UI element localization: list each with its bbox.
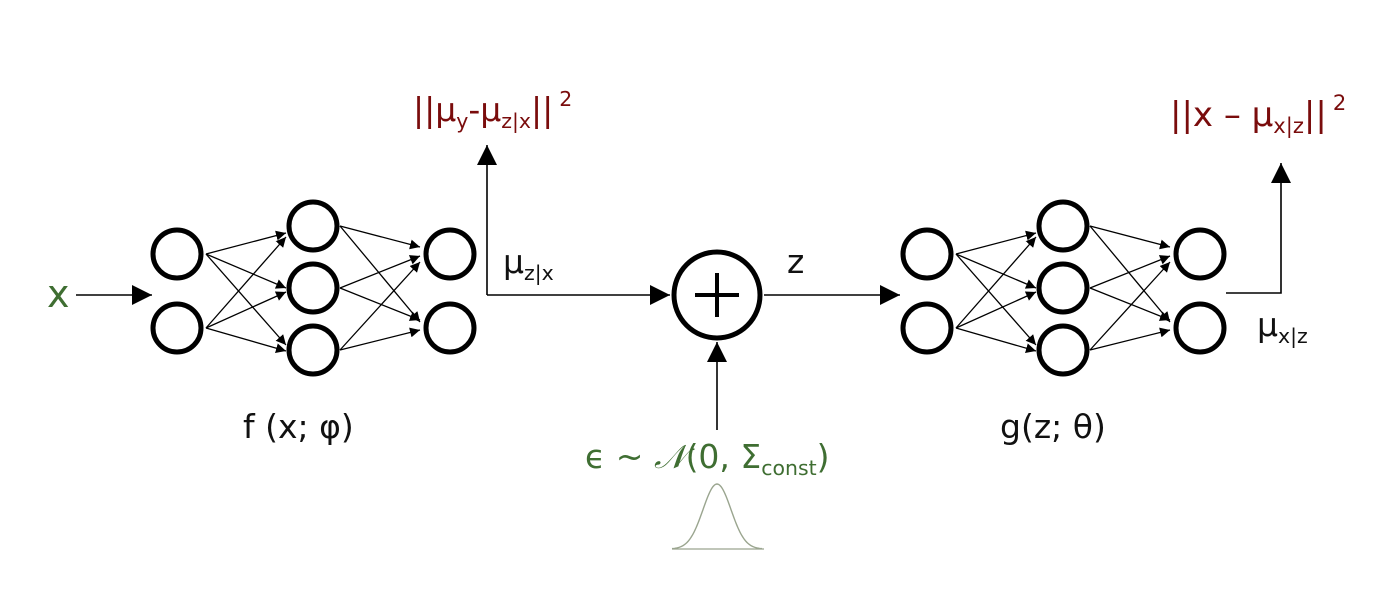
encoder-network bbox=[205, 225, 421, 354]
recon-loss-open: ||x – μ bbox=[1170, 95, 1274, 135]
latent-loss-sub2: z|x bbox=[501, 109, 531, 134]
decoder-neuron bbox=[900, 227, 954, 281]
encoder-output-subscript: z|x bbox=[524, 261, 554, 286]
decoder-loss-arrow bbox=[1226, 163, 1291, 294]
decoder-neuron bbox=[1036, 261, 1090, 315]
decoder-neuron bbox=[1036, 323, 1090, 377]
decoder-output-label: μx|z bbox=[1257, 305, 1308, 346]
decoder-output-mu: μ bbox=[1257, 305, 1278, 344]
encoder-neuron bbox=[150, 227, 204, 281]
decoder-neurons bbox=[900, 199, 1227, 377]
latent-loss-mid: -μ bbox=[468, 90, 502, 129]
decoder-output-subscript: x|z bbox=[1278, 324, 1308, 349]
encoder-neuron bbox=[286, 261, 340, 315]
latent-loss-open: ||μ bbox=[413, 90, 457, 129]
sum-node bbox=[671, 249, 763, 341]
encoder-neurons bbox=[150, 199, 477, 377]
recon-loss-sub: x|z bbox=[1273, 113, 1304, 139]
noise-close: ) bbox=[816, 437, 830, 476]
encoder-output-label: μz|x bbox=[503, 242, 554, 283]
encoder-neuron bbox=[150, 301, 204, 355]
decoder-neuron bbox=[1173, 227, 1227, 281]
decoder-neuron bbox=[1036, 199, 1090, 253]
decoder-label: g(z; θ) bbox=[1000, 407, 1106, 446]
encoder-neuron bbox=[286, 323, 340, 377]
encoder-neuron bbox=[423, 301, 477, 355]
recon-loss-close: || bbox=[1303, 95, 1327, 135]
noise-args: (0, Σ bbox=[685, 437, 762, 476]
gaussian-curve-icon bbox=[671, 483, 764, 550]
encoder-neuron bbox=[423, 227, 477, 281]
latent-loss-exponent: 2 bbox=[559, 86, 573, 111]
decoder-neuron bbox=[1173, 301, 1227, 355]
reconstruction-loss-label: ||x – μx|z|| 2 bbox=[1170, 92, 1346, 136]
latent-loss-sub1: y bbox=[456, 109, 469, 134]
decoder-network bbox=[955, 225, 1171, 354]
input-x-label: x bbox=[47, 272, 70, 316]
noise-distribution: 𝒩 bbox=[653, 437, 686, 476]
recon-loss-exponent: 2 bbox=[1332, 90, 1347, 116]
noise-prefix: ϵ ~ bbox=[585, 437, 654, 476]
noise-subscript: const bbox=[761, 456, 817, 481]
noise-label: ϵ ~ 𝒩(0, Σconst) bbox=[585, 437, 830, 478]
encoder-output-mu: μ bbox=[503, 242, 524, 281]
latent-loss-close: || bbox=[530, 90, 554, 129]
encoder-label: f (x; φ) bbox=[243, 407, 354, 446]
latent-z-label: z bbox=[787, 242, 805, 281]
encoder-neuron bbox=[286, 199, 340, 253]
decoder-neuron bbox=[900, 301, 954, 355]
latent-loss-label: ||μy-μz|x|| 2 bbox=[413, 88, 572, 131]
